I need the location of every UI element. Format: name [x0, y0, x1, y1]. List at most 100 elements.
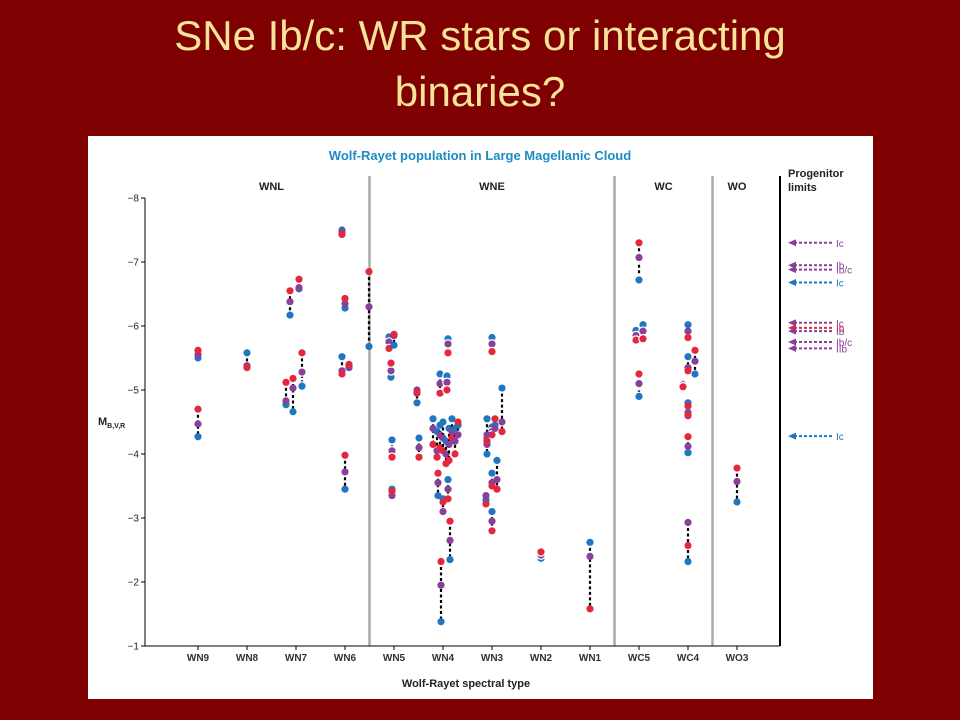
data-point-r — [487, 346, 497, 357]
data-point-b — [691, 370, 699, 378]
data-point-b — [341, 485, 349, 493]
data-point-r — [415, 453, 423, 461]
data-point-r — [341, 451, 349, 459]
data-point-r — [451, 450, 459, 458]
data-point-b — [733, 498, 741, 506]
data-point-r — [488, 482, 496, 490]
data-point-b — [439, 418, 447, 426]
data-point-v — [733, 477, 741, 486]
data-point-r — [684, 367, 692, 375]
data-point-b — [493, 456, 501, 464]
x-tick-label-wn9: WN9 — [187, 653, 210, 664]
y-tick-label: −6 — [128, 322, 140, 333]
y-tick-label: −3 — [128, 514, 140, 525]
data-point-b — [297, 381, 307, 391]
data-point-v — [289, 384, 297, 392]
data-point-b — [488, 469, 496, 477]
data-point-r — [498, 428, 506, 436]
data-point-r — [295, 275, 303, 283]
data-point-r — [297, 348, 307, 358]
data-point-v — [282, 397, 290, 405]
data-point-r — [289, 374, 297, 383]
chart-title: Wolf-Rayet population in Large Magellani… — [329, 148, 631, 163]
slide-title-line-1: SNe Ib/c: WR stars or interacting — [174, 12, 786, 59]
data-point-r — [491, 415, 499, 423]
data-point-b — [436, 370, 444, 378]
data-point-b — [634, 391, 644, 402]
x-tick-label-wn3: WN3 — [481, 653, 504, 664]
limit-arrow-head — [788, 344, 796, 352]
data-point-b — [448, 415, 456, 423]
data-point-v — [488, 517, 496, 525]
data-point-v — [482, 492, 490, 500]
data-point-r — [444, 495, 452, 503]
data-point-r — [341, 294, 349, 303]
data-point-v — [691, 357, 699, 365]
data-point-r — [634, 369, 644, 379]
data-point-r — [433, 453, 441, 461]
y-tick-label: −2 — [128, 578, 140, 589]
data-point-r — [684, 333, 692, 342]
limit-label: Ic — [836, 278, 844, 289]
data-point-r — [243, 364, 251, 372]
slide-title: SNe Ib/c: WR stars or interacting binari… — [0, 8, 960, 120]
data-point-v — [415, 444, 423, 452]
data-point-v — [443, 339, 453, 349]
data-point-b — [684, 353, 692, 361]
data-point-r — [443, 348, 453, 358]
data-point-r — [684, 541, 692, 550]
group-label-wnl: WNL — [259, 181, 284, 193]
data-point-v — [295, 284, 303, 292]
limit-arrow-head — [788, 266, 796, 274]
data-point-r — [634, 238, 644, 248]
wr-luminosity-chart: Wolf-Rayet population in Large Magellani… — [98, 148, 852, 690]
y-axis-label: MB,V,R — [98, 416, 125, 430]
x-tick-label-wo3: WO3 — [726, 653, 749, 664]
x-tick-label-wn2: WN2 — [530, 653, 553, 664]
data-point-v — [586, 552, 594, 560]
limit-label: Ib/c — [836, 338, 852, 349]
group-label-wo: WO — [728, 181, 747, 193]
limit-arrow-head — [788, 239, 796, 247]
data-point-r — [436, 389, 444, 397]
data-point-v — [451, 437, 459, 445]
data-point-r — [684, 433, 692, 441]
data-point-r — [488, 527, 496, 535]
y-tick-label: −4 — [128, 450, 140, 461]
data-point-b — [483, 415, 491, 423]
data-point-v — [445, 440, 453, 448]
data-point-v — [442, 450, 450, 458]
limit-arrow-head — [788, 261, 796, 269]
x-tick-label-wc5: WC5 — [628, 653, 651, 664]
limit-arrow-head — [788, 278, 796, 286]
x-axis-label: Wolf-Rayet spectral type — [402, 678, 530, 690]
data-point-b — [390, 341, 398, 349]
data-point-r — [586, 605, 594, 613]
x-tick-label-wn4: WN4 — [432, 653, 455, 664]
data-point-r — [454, 418, 462, 426]
y-tick-label: −1 — [128, 642, 140, 653]
data-point-r — [442, 385, 452, 395]
limit-label: IIb — [836, 344, 848, 355]
data-point-b — [483, 450, 491, 458]
data-point-r — [446, 517, 454, 525]
data-point-b — [444, 476, 452, 484]
data-point-v — [434, 479, 442, 487]
data-point-v — [634, 252, 644, 263]
data-point-v — [194, 420, 202, 428]
x-tick-label-wn6: WN6 — [334, 653, 357, 664]
x-tick-label-wn8: WN8 — [236, 653, 259, 664]
data-point-r — [483, 437, 491, 445]
data-point-v — [286, 298, 294, 306]
data-point-b — [684, 449, 692, 457]
y-axis-label-subscript: B,V,R — [107, 423, 125, 430]
data-point-r — [684, 412, 692, 420]
data-point-v — [444, 485, 452, 493]
data-point-r — [691, 346, 699, 354]
data-point-b — [634, 275, 644, 285]
limit-label: Ic — [836, 432, 844, 443]
data-point-r — [390, 330, 398, 338]
data-point-b — [429, 415, 437, 423]
data-point-b — [338, 353, 346, 361]
data-point-v — [365, 303, 373, 311]
